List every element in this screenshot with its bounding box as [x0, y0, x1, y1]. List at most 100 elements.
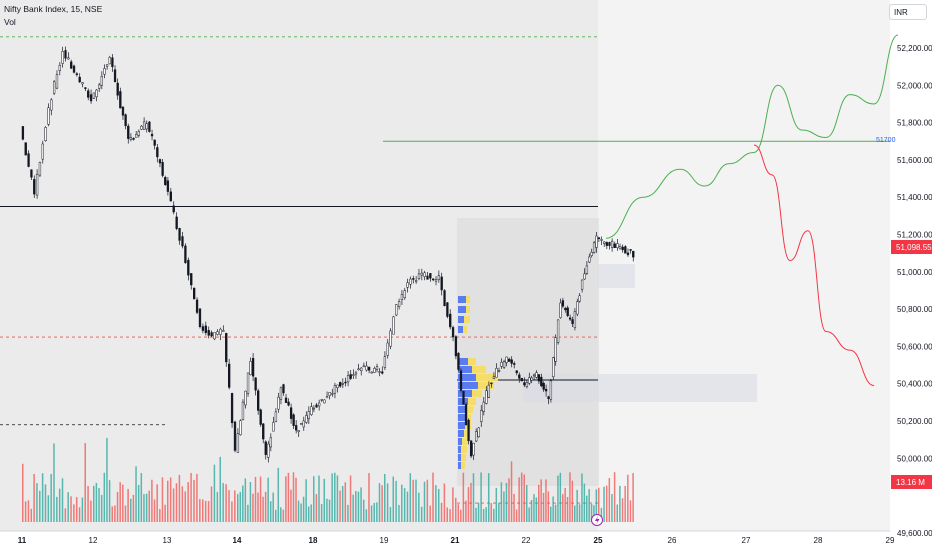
volume-bar [490, 503, 492, 522]
time-tick: 18 [309, 536, 318, 545]
candle-body [307, 411, 310, 419]
volume-label: 13.16 M [896, 478, 925, 487]
candle-body [592, 242, 596, 253]
volume-bar [530, 500, 533, 522]
volume-bar [272, 492, 274, 522]
volume-bar [275, 509, 277, 522]
time-tick: 22 [522, 536, 531, 545]
lightning-icon[interactable] [591, 514, 603, 526]
candle-body [142, 121, 146, 130]
candle-body [210, 332, 213, 337]
time-tick: 11 [18, 536, 27, 545]
volume-bar [202, 499, 204, 522]
candle-body [472, 442, 475, 456]
candle-body [222, 330, 225, 332]
volume-badge[interactable]: 13.16 M [891, 475, 932, 489]
candle-body [626, 252, 630, 256]
candle-body [225, 332, 228, 363]
volume-bar [381, 485, 383, 522]
volume-bar [613, 472, 616, 522]
candle-body [437, 275, 441, 280]
volume-bar [320, 504, 323, 522]
alert-level-badge[interactable]: 51700 [876, 137, 896, 144]
volume-bar [495, 487, 498, 522]
volume-bar [619, 485, 621, 522]
price-axis-panel [890, 0, 932, 550]
candle-body [423, 272, 426, 277]
candle-body [279, 387, 283, 400]
candle-body [389, 330, 392, 347]
candle-body [597, 237, 601, 239]
candle-body [105, 64, 109, 67]
price-tick: 50,400.00 [897, 380, 932, 389]
volume-bar [81, 497, 84, 522]
candle-body [352, 374, 355, 376]
volume-bar [108, 480, 111, 522]
candle-body [116, 82, 119, 96]
candle-body [312, 407, 316, 410]
candle-body [254, 377, 257, 391]
volume-bar [73, 504, 75, 522]
candle-body [228, 363, 231, 388]
candle-body [360, 367, 363, 372]
volume-legend[interactable]: Vol [4, 17, 16, 27]
volume-bar [538, 484, 540, 522]
candle-body [81, 82, 84, 85]
symbol-legend[interactable]: Nifty Bank Index, 15, NSE [4, 4, 103, 14]
candle-body [70, 61, 73, 69]
volume-bar [368, 473, 370, 522]
candle-body [161, 162, 164, 176]
price-axis[interactable]: 52,200.00 52,000.00 51,800.00 51,600.00 51,4… [897, 44, 932, 538]
candle-body [315, 404, 318, 408]
volume-bar [252, 493, 254, 522]
volume-bar [39, 490, 41, 522]
price-tick: 52,000.00 [897, 81, 932, 90]
time-tick: 14 [233, 536, 242, 545]
time-axis[interactable]: 11 12 13 14 18 19 21 22 25 26 27 28 29 [18, 536, 895, 545]
profile-bar-yellow [464, 316, 470, 323]
volume-bar [267, 477, 269, 522]
candle-body [500, 361, 503, 367]
volume-bar [318, 475, 320, 522]
candle-body [629, 249, 632, 251]
candle-body [89, 94, 93, 102]
profile-bar-blue [458, 306, 466, 313]
currency-button[interactable]: INR [889, 4, 927, 20]
last-price-badge[interactable]: 51,098.55 [891, 240, 932, 254]
candle-body [386, 342, 389, 356]
candle-body [459, 370, 463, 391]
volume-bar [603, 486, 605, 522]
candle-body [193, 287, 196, 300]
candle-body [556, 319, 560, 343]
candle-body [50, 99, 53, 111]
candle-body [568, 317, 572, 320]
volume-bar [44, 484, 47, 522]
profile-bar-blue [458, 316, 464, 323]
profile-bar-blue [458, 446, 461, 453]
candle-body [600, 239, 603, 241]
profile-bar-blue [458, 366, 472, 373]
volume-bar [175, 483, 178, 522]
volume-bar [156, 484, 158, 522]
candle-body [457, 352, 460, 370]
candle-body [244, 390, 247, 406]
volume-bar [297, 500, 300, 522]
volume-bar [378, 483, 381, 522]
volume-bar [355, 490, 357, 522]
volume-bar [449, 509, 451, 522]
volume-bar [600, 507, 603, 522]
time-tick: 12 [89, 536, 98, 545]
volume-bar [169, 477, 172, 522]
candle-body [47, 107, 50, 125]
last-price-label: 51,098.55 [896, 243, 932, 252]
candle-body [305, 415, 308, 423]
candle-body [339, 382, 342, 387]
profile-bar-blue [458, 326, 463, 333]
volume-bar [254, 476, 257, 522]
candle-body [92, 92, 96, 99]
price-tick: 50,800.00 [897, 305, 932, 314]
candle-body [564, 308, 567, 311]
volume-bar [305, 479, 307, 522]
